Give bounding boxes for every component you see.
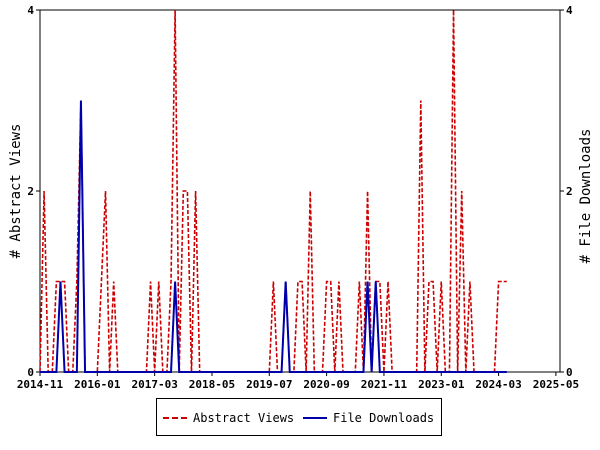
x-tick-label: 2023-01 bbox=[418, 378, 465, 391]
y-axis-title-right: # File Downloads bbox=[578, 129, 594, 264]
x-tick-label: 2019-07 bbox=[246, 378, 292, 391]
x-tick-label: 2017-03 bbox=[131, 378, 177, 391]
x-tick-label: 2025-05 bbox=[533, 378, 579, 391]
plot-area bbox=[39, 9, 561, 373]
legend-item-file-downloads: File Downloads bbox=[303, 411, 434, 425]
x-tick-label: 2020-09 bbox=[303, 378, 349, 391]
y-tick-label-right: 2 bbox=[566, 185, 573, 198]
y-axis-title-left: # Abstract Views bbox=[8, 124, 24, 259]
x-tick-label: 2021-11 bbox=[361, 378, 408, 391]
legend-label-file-downloads: File Downloads bbox=[333, 411, 435, 425]
legend: Abstract Views File Downloads bbox=[156, 398, 442, 436]
legend-swatch-file-downloads bbox=[303, 417, 327, 419]
legend-label-abstract-views: Abstract Views bbox=[193, 411, 295, 425]
y-tick-label-right: 0 bbox=[566, 366, 573, 379]
y-tick-label-left: 2 bbox=[27, 185, 34, 198]
x-tick-label: 2024-03 bbox=[475, 378, 521, 391]
x-tick-label: 2014-11 bbox=[17, 378, 64, 391]
x-tick-label: 2018-05 bbox=[189, 378, 235, 391]
y-tick-label-right: 4 bbox=[566, 4, 573, 17]
y-tick-label-left: 0 bbox=[27, 366, 34, 379]
legend-item-abstract-views: Abstract Views bbox=[163, 411, 294, 425]
series-line-file-downloads bbox=[40, 100, 507, 373]
legend-swatch-abstract-views bbox=[163, 417, 187, 419]
y-tick-label-left: 4 bbox=[27, 4, 34, 17]
x-tick-label: 2016-01 bbox=[74, 378, 121, 391]
